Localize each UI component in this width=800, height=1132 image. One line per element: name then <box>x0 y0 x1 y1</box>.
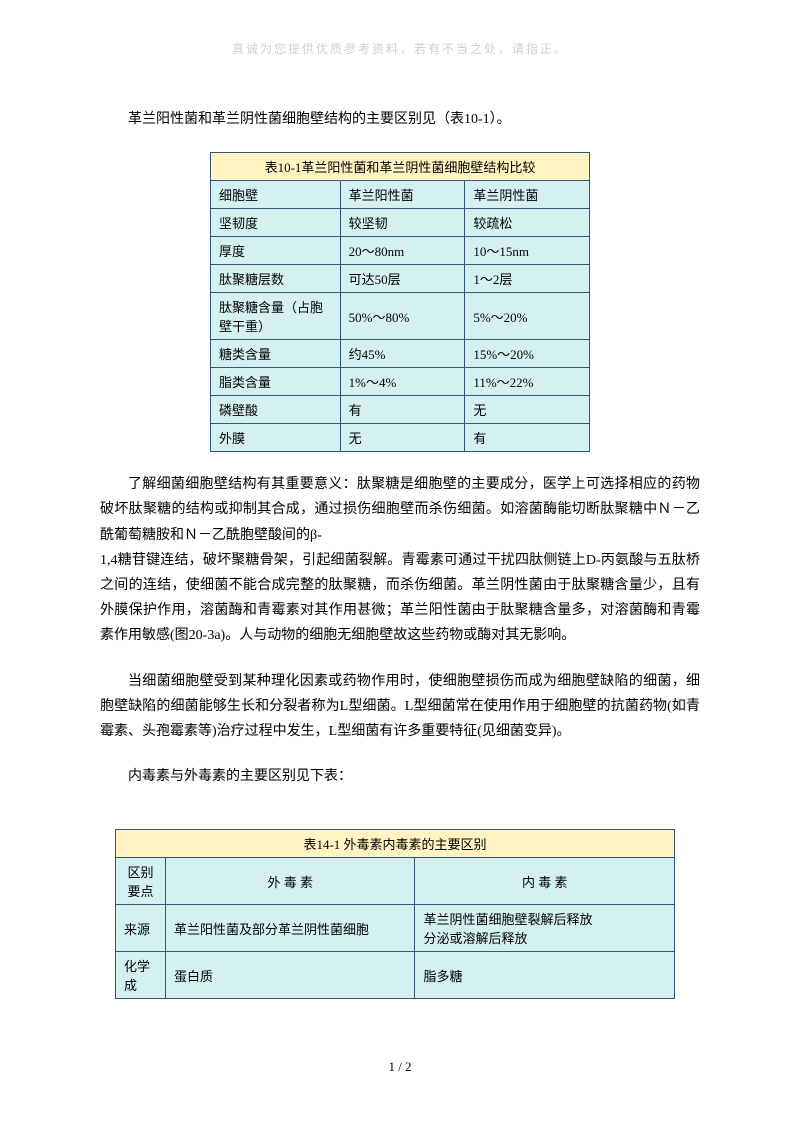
table2-row1-cell2: 脂多糖 <box>415 952 675 999</box>
table1-row6-cell2: 无 <box>465 396 590 424</box>
table1-row0-cell0: 坚韧度 <box>211 209 341 237</box>
table1-row2-cell1: 可达50层 <box>340 265 465 293</box>
table2-row1-cell0: 化学成 <box>116 952 166 999</box>
table1-header-1: 革兰阳性菌 <box>340 181 465 209</box>
table1-header-0: 细胞壁 <box>211 181 341 209</box>
table2-row1-cell1: 蛋白质 <box>165 952 415 999</box>
table1-row4-cell0: 糖类含量 <box>211 340 341 368</box>
table2-row0-cell2: 革兰阴性菌细胞壁裂解后释放 分泌或溶解后释放 <box>415 905 675 952</box>
table2-header-0: 区别要点 <box>116 858 166 905</box>
table2-header-2: 内 毒 素 <box>415 858 675 905</box>
paragraph-1b: 1,4糖苷键连结，破坏聚糖骨架，引起细菌裂解。青霉素可通过干扰四肽侧链上D-丙氨… <box>100 548 700 649</box>
table1-row1-cell2: 10～15nm <box>465 237 590 265</box>
table1-row1-cell0: 厚度 <box>211 237 341 265</box>
table1-row6-cell1: 有 <box>340 396 465 424</box>
table2-caption: 表14-1 外毒素内毒素的主要区别 <box>116 830 675 858</box>
paragraph-2: 当细菌细胞壁受到某种理化因素或药物作用时，使细胞壁损伤而成为细胞壁缺陷的细菌，细… <box>100 669 700 745</box>
table2-header-1: 外 毒 素 <box>165 858 415 905</box>
table1-row0-cell2: 较疏松 <box>465 209 590 237</box>
table1-row7-cell2: 有 <box>465 424 590 452</box>
intro-paragraph: 革兰阳性菌和革兰阴性菌细胞壁结构的主要区别见（表10-1）。 <box>100 107 700 132</box>
table1-row2-cell2: 1～2层 <box>465 265 590 293</box>
table1-row3-cell0: 肽聚糖含量（占胞壁干重） <box>211 293 341 340</box>
table-14-1: 表14-1 外毒素内毒素的主要区别 区别要点 外 毒 素 内 毒 素 来源革兰阳… <box>115 829 675 999</box>
table1-row5-cell0: 脂类含量 <box>211 368 341 396</box>
table-10-1: 表10-1革兰阳性菌和革兰阴性菌细胞壁结构比较 细胞壁 革兰阳性菌 革兰阴性菌 … <box>210 152 590 452</box>
table1-row1-cell1: 20～80nm <box>340 237 465 265</box>
table2-row0-cell1: 革兰阳性菌及部分革兰阴性菌细胞 <box>165 905 415 952</box>
table2-row0-cell0: 来源 <box>116 905 166 952</box>
page-footer: 1 / 2 <box>100 1059 700 1075</box>
paragraph-3: 内毒素与外毒素的主要区别见下表： <box>100 764 700 789</box>
table1-row7-cell0: 外膜 <box>211 424 341 452</box>
table1-row5-cell2: 11%～22% <box>465 368 590 396</box>
table1-row3-cell2: 5%～20% <box>465 293 590 340</box>
watermark-text: 真诚为您提供优质参考资料，若有不当之处，请指正。 <box>100 40 700 57</box>
table1-row6-cell0: 磷壁酸 <box>211 396 341 424</box>
table1-row5-cell1: 1%～4% <box>340 368 465 396</box>
table1-row4-cell1: 约45% <box>340 340 465 368</box>
table1-row2-cell0: 肽聚糖层数 <box>211 265 341 293</box>
table1-caption: 表10-1革兰阳性菌和革兰阴性菌细胞壁结构比较 <box>211 153 590 181</box>
table1-row3-cell1: 50%～80% <box>340 293 465 340</box>
table1-header-2: 革兰阴性菌 <box>465 181 590 209</box>
table1-row4-cell2: 15%～20% <box>465 340 590 368</box>
table1-row7-cell1: 无 <box>340 424 465 452</box>
paragraph-1a: 了解细菌细胞壁结构有其重要意义：肽聚糖是细胞壁的主要成分，医学上可选择相应的药物… <box>100 472 700 548</box>
table1-row0-cell1: 较坚韧 <box>340 209 465 237</box>
